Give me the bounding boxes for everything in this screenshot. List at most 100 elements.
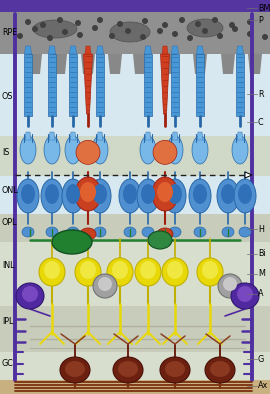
Text: IPL: IPL [2, 318, 14, 327]
Circle shape [75, 20, 81, 26]
Ellipse shape [218, 274, 242, 298]
Polygon shape [248, 54, 262, 74]
Ellipse shape [76, 140, 100, 164]
Polygon shape [69, 46, 76, 54]
Ellipse shape [202, 261, 218, 279]
Ellipse shape [217, 179, 239, 213]
Polygon shape [162, 158, 168, 164]
Circle shape [117, 21, 123, 27]
Polygon shape [245, 172, 252, 178]
Circle shape [157, 28, 163, 34]
Polygon shape [96, 54, 104, 116]
Bar [0, 176, 270, 214]
Ellipse shape [39, 258, 65, 286]
Text: BM: BM [258, 4, 270, 13]
Polygon shape [171, 46, 178, 54]
Ellipse shape [152, 177, 178, 211]
Ellipse shape [45, 184, 59, 204]
Ellipse shape [41, 179, 63, 213]
Polygon shape [237, 132, 243, 140]
Ellipse shape [192, 136, 208, 164]
Circle shape [195, 21, 201, 27]
Circle shape [47, 35, 53, 41]
Text: H: H [258, 225, 264, 234]
Ellipse shape [20, 136, 36, 164]
Ellipse shape [94, 227, 106, 237]
Ellipse shape [113, 357, 143, 383]
Polygon shape [85, 158, 91, 164]
Ellipse shape [123, 184, 137, 204]
Polygon shape [108, 54, 122, 74]
Ellipse shape [60, 357, 90, 383]
Circle shape [162, 22, 168, 28]
Circle shape [77, 32, 83, 38]
Circle shape [202, 28, 208, 34]
Circle shape [217, 33, 223, 39]
Ellipse shape [141, 184, 155, 204]
Polygon shape [237, 46, 244, 54]
Circle shape [92, 25, 98, 31]
Ellipse shape [160, 357, 190, 383]
Ellipse shape [67, 227, 79, 237]
Circle shape [57, 17, 63, 23]
Ellipse shape [189, 179, 211, 213]
Polygon shape [96, 46, 103, 54]
Ellipse shape [165, 361, 185, 377]
Ellipse shape [22, 227, 34, 237]
Ellipse shape [222, 227, 234, 237]
Ellipse shape [46, 227, 58, 237]
Ellipse shape [17, 179, 39, 213]
Circle shape [172, 31, 178, 37]
Ellipse shape [44, 261, 60, 279]
Ellipse shape [153, 140, 177, 164]
Ellipse shape [16, 283, 44, 309]
Circle shape [40, 22, 46, 28]
Ellipse shape [112, 261, 128, 279]
Text: P: P [258, 15, 263, 24]
Ellipse shape [124, 227, 136, 237]
Ellipse shape [194, 227, 206, 237]
Polygon shape [49, 132, 55, 140]
Ellipse shape [137, 179, 159, 213]
Ellipse shape [193, 184, 207, 204]
Ellipse shape [75, 258, 101, 286]
Polygon shape [172, 132, 178, 140]
Polygon shape [144, 54, 152, 116]
Ellipse shape [210, 361, 230, 377]
Ellipse shape [65, 361, 85, 377]
Ellipse shape [232, 136, 248, 164]
Ellipse shape [80, 261, 96, 279]
Ellipse shape [167, 261, 183, 279]
Ellipse shape [162, 258, 188, 286]
Polygon shape [144, 46, 151, 54]
Bar [0, 380, 270, 394]
Ellipse shape [148, 231, 172, 249]
Polygon shape [28, 54, 42, 74]
Ellipse shape [89, 179, 111, 213]
Polygon shape [97, 132, 103, 140]
Polygon shape [145, 132, 151, 140]
Polygon shape [48, 54, 56, 116]
Circle shape [32, 26, 38, 32]
Circle shape [232, 26, 238, 32]
Ellipse shape [140, 261, 156, 279]
Ellipse shape [234, 179, 256, 213]
Polygon shape [221, 54, 235, 74]
Ellipse shape [140, 136, 156, 164]
Ellipse shape [66, 184, 80, 204]
Ellipse shape [80, 182, 96, 202]
Polygon shape [69, 54, 77, 116]
Polygon shape [171, 54, 179, 116]
Polygon shape [70, 132, 76, 140]
Ellipse shape [231, 283, 259, 309]
Circle shape [229, 22, 235, 28]
Ellipse shape [62, 179, 84, 213]
Polygon shape [24, 54, 32, 116]
Polygon shape [197, 132, 203, 140]
Text: OS: OS [2, 91, 14, 100]
Ellipse shape [223, 277, 237, 291]
Ellipse shape [168, 184, 182, 204]
Text: C: C [258, 117, 264, 126]
Polygon shape [49, 46, 56, 54]
Polygon shape [197, 46, 204, 54]
